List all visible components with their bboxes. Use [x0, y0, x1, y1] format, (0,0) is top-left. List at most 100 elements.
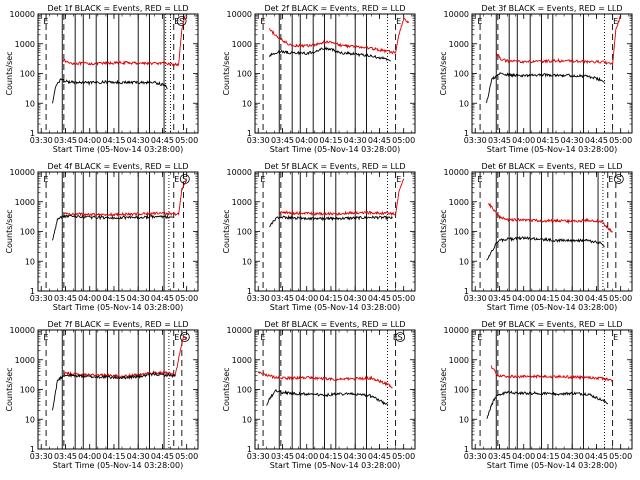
- x-tick-label: 04:30: [344, 452, 367, 461]
- y-tick-label: 1: [247, 287, 252, 296]
- x-axis-title: Start Time (05-Nov-14 03:28:00): [270, 303, 400, 312]
- x-tick-label: 04:30: [561, 136, 584, 145]
- chart-panel-3: Det 3f BLACK = Events, RED = LLD E E 1 10 100…: [439, 4, 633, 154]
- x-axis-title: Start Time (05-Nov-14 03:28:00): [53, 145, 183, 154]
- event-flag-label: E: [608, 175, 613, 184]
- chart-panel-9: Det 9f BLACK = Events, RED = LLD E E 1 10 100…: [439, 320, 633, 470]
- x-tick-label: 04:15: [102, 136, 125, 145]
- x-tick-label: 03:45: [488, 294, 511, 303]
- x-tick-label: 03:30: [30, 452, 53, 461]
- y-tick-label: 100: [237, 386, 252, 395]
- y-axis-title: Counts/sec: [439, 51, 448, 95]
- y-tick-label: 1: [30, 287, 35, 296]
- event-flag-label: E: [174, 175, 179, 184]
- chart-title: Det 2f BLACK = Events, RED = LLD: [264, 4, 405, 13]
- x-tick-label: 04:15: [102, 452, 125, 461]
- y-tick-label: 1: [464, 287, 469, 296]
- x-tick-label: 04:00: [295, 294, 318, 303]
- y-tick-label: 10: [459, 99, 469, 108]
- x-tick-label: 04:30: [127, 136, 150, 145]
- y-tick-label: 100: [454, 70, 469, 79]
- y-tick-label: 10000: [227, 10, 252, 19]
- x-tick-label: 04:45: [368, 452, 391, 461]
- y-axis-title: Counts/sec: [439, 367, 448, 411]
- series-line-lld: [495, 15, 622, 67]
- series-line-events: [52, 78, 168, 104]
- x-tick-label: 05:00: [609, 452, 632, 461]
- series-line-lld: [63, 335, 187, 378]
- y-tick-label: 10000: [444, 168, 469, 177]
- y-axis-title: Counts/sec: [222, 209, 231, 253]
- x-tick-label: 04:45: [368, 294, 391, 303]
- x-tick-label: 03:45: [488, 452, 511, 461]
- y-tick-label: 100: [20, 70, 35, 79]
- event-flag-label: S: [179, 17, 184, 26]
- x-tick-label: 03:30: [30, 136, 53, 145]
- y-tick-label: 10000: [444, 10, 469, 19]
- x-tick-label: 04:45: [151, 452, 174, 461]
- series-line-lld: [257, 370, 393, 389]
- y-axis-title: Counts/sec: [439, 209, 448, 253]
- y-tick-label: 10: [25, 99, 35, 108]
- y-tick-label: 1000: [15, 40, 35, 49]
- y-tick-label: 1: [247, 445, 252, 454]
- series-line-events: [52, 372, 176, 411]
- y-tick-label: 1000: [449, 198, 469, 207]
- event-flag-label: E: [477, 17, 482, 26]
- event-flag-label: E: [613, 17, 618, 26]
- chart-title: Det 7f BLACK = Events, RED = LLD: [47, 320, 188, 329]
- x-tick-label: 03:30: [247, 294, 270, 303]
- series-line-events: [269, 214, 393, 228]
- x-axis-title: Start Time (05-Nov-14 03:28:00): [487, 303, 617, 312]
- x-tick-label: 03:45: [271, 294, 294, 303]
- y-tick-label: 1000: [449, 40, 469, 49]
- x-tick-label: 03:45: [54, 294, 77, 303]
- event-flag-label: E: [260, 17, 265, 26]
- y-tick-label: 10000: [227, 326, 252, 335]
- event-flag-label: E: [396, 17, 401, 26]
- x-tick-label: 04:00: [295, 136, 318, 145]
- x-tick-label: 04:00: [512, 452, 535, 461]
- x-axis-title: Start Time (05-Nov-14 03:28:00): [487, 461, 617, 470]
- x-tick-label: 05:00: [175, 452, 198, 461]
- event-flag-label: E: [260, 175, 265, 184]
- event-flag-label: E: [396, 175, 401, 184]
- saa-marker-circle: [176, 16, 187, 26]
- event-flag-label: S: [616, 175, 621, 184]
- chart-title: Det 3f BLACK = Events, RED = LLD: [481, 4, 622, 13]
- x-tick-label: 05:00: [392, 136, 415, 145]
- x-tick-label: 03:30: [464, 136, 487, 145]
- x-tick-label: 03:45: [271, 136, 294, 145]
- chart-title: Det 4f BLACK = Events, RED = LLD: [47, 162, 188, 171]
- x-tick-label: 04:45: [151, 294, 174, 303]
- chart-title: Det 1f BLACK = Events, RED = LLD: [47, 4, 188, 13]
- x-tick-label: 04:15: [319, 294, 342, 303]
- y-axis-title: Counts/sec: [222, 51, 231, 95]
- chart-panel-5: Det 5f BLACK = Events, RED = LLD E E 1 10 100…: [222, 162, 416, 312]
- x-tick-label: 04:00: [295, 452, 318, 461]
- x-axis-title: Start Time (05-Nov-14 03:28:00): [270, 461, 400, 470]
- chart-panel-2: Det 2f BLACK = Events, RED = LLD E E 1 10 100…: [222, 4, 416, 154]
- y-tick-label: 1000: [15, 356, 35, 365]
- x-axis-title: Start Time (05-Nov-14 03:28:00): [270, 145, 400, 154]
- chart-title: Det 5f BLACK = Events, RED = LLD: [264, 162, 405, 171]
- x-tick-label: 04:30: [561, 294, 584, 303]
- y-tick-label: 1: [247, 129, 252, 138]
- x-tick-label: 03:45: [54, 452, 77, 461]
- x-axis-title: Start Time (05-Nov-14 03:28:00): [487, 145, 617, 154]
- series-line-lld: [61, 15, 186, 67]
- series-line-lld: [488, 202, 613, 233]
- y-axis-title: Counts/sec: [222, 367, 231, 411]
- y-tick-label: 10000: [444, 326, 469, 335]
- y-tick-label: 10: [459, 415, 469, 424]
- x-tick-label: 04:15: [536, 136, 559, 145]
- y-tick-label: 10000: [227, 168, 252, 177]
- x-axis-title: Start Time (05-Nov-14 03:28:00): [53, 303, 183, 312]
- y-tick-label: 10: [242, 415, 252, 424]
- series-line-events: [266, 388, 388, 406]
- y-tick-label: 10000: [10, 168, 35, 177]
- y-tick-label: 100: [20, 386, 35, 395]
- series-line-events: [269, 45, 392, 62]
